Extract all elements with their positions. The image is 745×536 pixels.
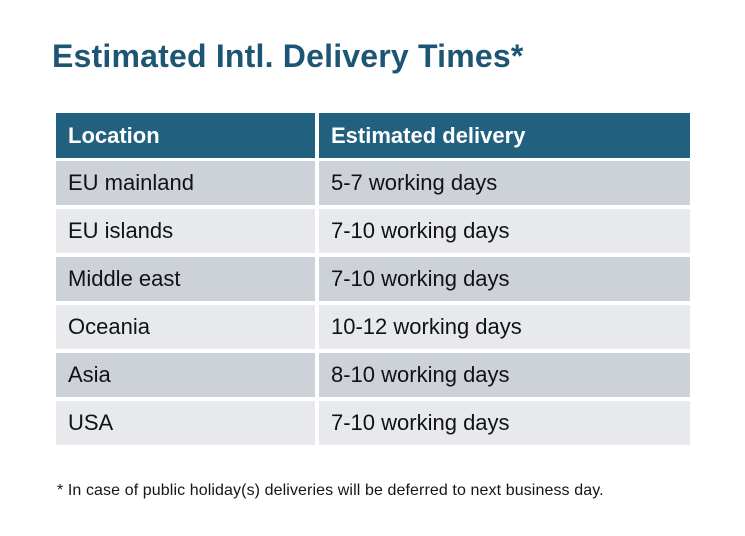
column-header-location: Location bbox=[56, 113, 315, 158]
table-cell-delivery: 7-10 working days bbox=[319, 209, 690, 253]
table-cell-location: EU mainland bbox=[56, 161, 315, 205]
table-cell-location: Oceania bbox=[56, 305, 315, 349]
table-cell-location: EU islands bbox=[56, 209, 315, 253]
table-cell-delivery: 10-12 working days bbox=[319, 305, 690, 349]
table-cell-delivery: 7-10 working days bbox=[319, 257, 690, 301]
page-title: Estimated Intl. Delivery Times* bbox=[52, 38, 524, 74]
table-cell-location: Asia bbox=[56, 353, 315, 397]
table-cell-delivery: 8-10 working days bbox=[319, 353, 690, 397]
footnote: * In case of public holiday(s) deliverie… bbox=[57, 482, 604, 499]
table-cell-delivery: 5-7 working days bbox=[319, 161, 690, 205]
column-header-estimated-delivery: Estimated delivery bbox=[319, 113, 690, 158]
table-cell-location: USA bbox=[56, 401, 315, 445]
table-cell-delivery: 7-10 working days bbox=[319, 401, 690, 445]
delivery-times-table: Location Estimated delivery EU mainland … bbox=[56, 113, 690, 445]
table-cell-location: Middle east bbox=[56, 257, 315, 301]
